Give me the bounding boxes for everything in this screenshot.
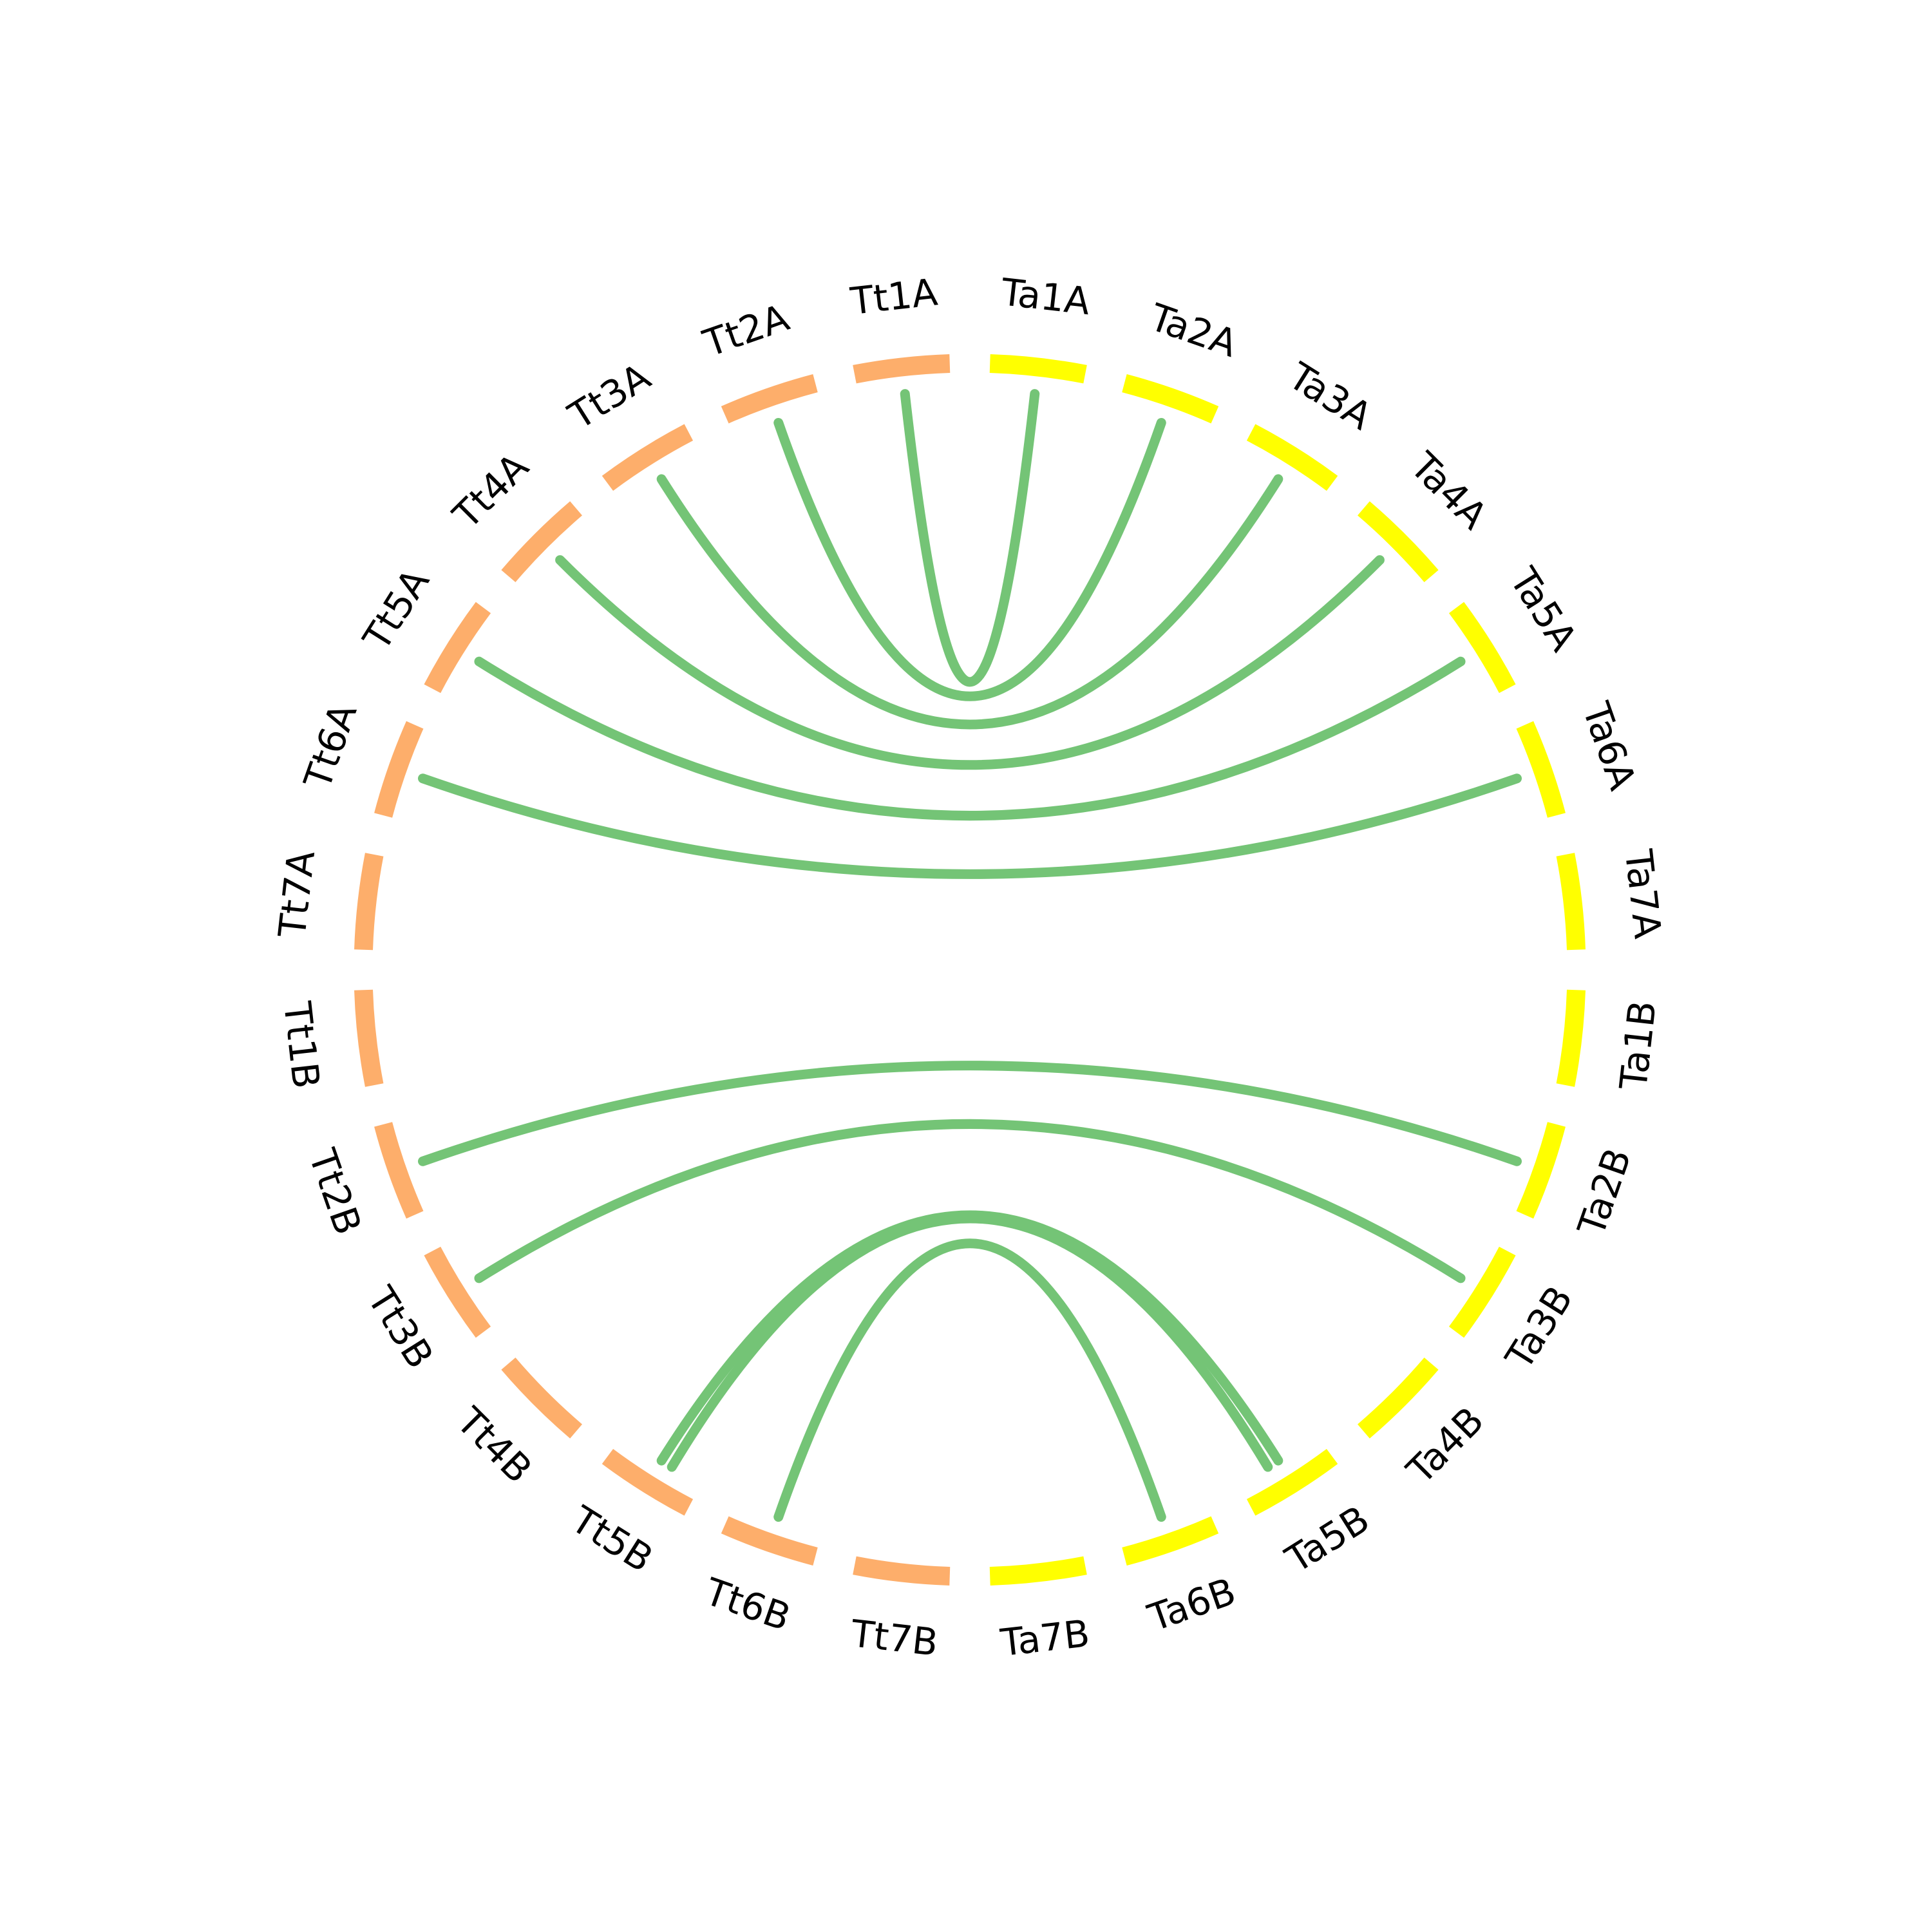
chromosome-label: Ta7A [1616, 847, 1670, 941]
chromosome-label: Ta5A [1501, 560, 1586, 659]
chromosome-label: Tt5A [354, 561, 438, 658]
chromosome-segment [374, 721, 424, 818]
link [555, 555, 1385, 770]
chromosome-segment [424, 1246, 491, 1338]
chromosome-segment [601, 1448, 694, 1516]
chromosome-label: Ta2B [1569, 1142, 1640, 1242]
chromosome-label: Tt2A [697, 296, 795, 366]
chromosome-label: Ta6B [1142, 1569, 1242, 1640]
link [667, 1213, 1273, 1472]
chromosome-segment [354, 989, 384, 1087]
chromosome-label: Tt3B [359, 1278, 442, 1376]
chromosome-label: Ta4B [1398, 1398, 1492, 1492]
link [474, 1119, 1466, 1283]
chromosome-label: Tt6B [699, 1569, 796, 1640]
chromosome-segment [1246, 1448, 1338, 1516]
chromosome-segment [1448, 1246, 1516, 1338]
link [418, 1061, 1522, 1166]
chromosome-segment [1556, 989, 1586, 1087]
link [656, 474, 1283, 730]
chromosome-label: Ta5B [1278, 1497, 1377, 1582]
chromosome-label: Tt5B [563, 1497, 660, 1581]
chromosome-segment [1122, 374, 1219, 424]
chromosome-segment [374, 1122, 424, 1219]
chromosome-segment [721, 374, 818, 424]
chromosome-label: Tt1B [275, 999, 328, 1091]
chromosome-label: Tt7B [848, 1611, 940, 1665]
chromosome-segment [721, 1516, 818, 1566]
chromosome-label: Tt3A [560, 355, 658, 439]
chromosome-segment [354, 853, 384, 951]
chromosome-segment [853, 354, 951, 384]
chromosome-segment [1556, 853, 1586, 951]
chromosome-label: Ta7B [998, 1611, 1092, 1665]
link [773, 1238, 1166, 1522]
chromosome-label: Ta1B [1611, 998, 1665, 1092]
chromosome-label: Ta6A [1574, 696, 1645, 795]
chromosome-label: Ta2A [1144, 295, 1243, 366]
chromosome-segment [601, 424, 694, 491]
chromosome-label: Tt6A [295, 697, 365, 795]
link [773, 418, 1166, 701]
link [418, 773, 1522, 879]
link [656, 1210, 1283, 1466]
chromosome-label: Ta3B [1497, 1278, 1582, 1378]
chromosome-segment [1516, 1122, 1566, 1219]
chromosome-segment [1246, 424, 1338, 491]
chromosome-segment [501, 1357, 583, 1439]
link [900, 389, 1040, 687]
chromosome-segment [1357, 1357, 1439, 1439]
chromosome-segment [1448, 601, 1516, 694]
chromosome-label: Tt1A [848, 270, 940, 323]
chromosome-segment [1122, 1516, 1219, 1566]
link [474, 656, 1466, 821]
chromosome-segment [1516, 721, 1566, 818]
chromosome-segment [501, 501, 583, 583]
chromosome-label: Tt4A [444, 444, 537, 537]
chromosome-segment [1357, 501, 1439, 583]
chromosome-label: Tt4B [448, 1399, 540, 1492]
chromosome-label: Ta1A [998, 270, 1092, 323]
chromosome-label: Tt7A [270, 848, 323, 940]
chromosome-segment [989, 354, 1087, 384]
chromosome-segment [853, 1556, 951, 1586]
chromosome-segment [989, 1556, 1087, 1586]
chromosome-segment [424, 601, 491, 694]
chromosome-label: Ta3A [1280, 354, 1379, 439]
chromosome-label: Ta4A [1401, 444, 1496, 538]
chromosome-label: Tt2B [300, 1143, 370, 1240]
